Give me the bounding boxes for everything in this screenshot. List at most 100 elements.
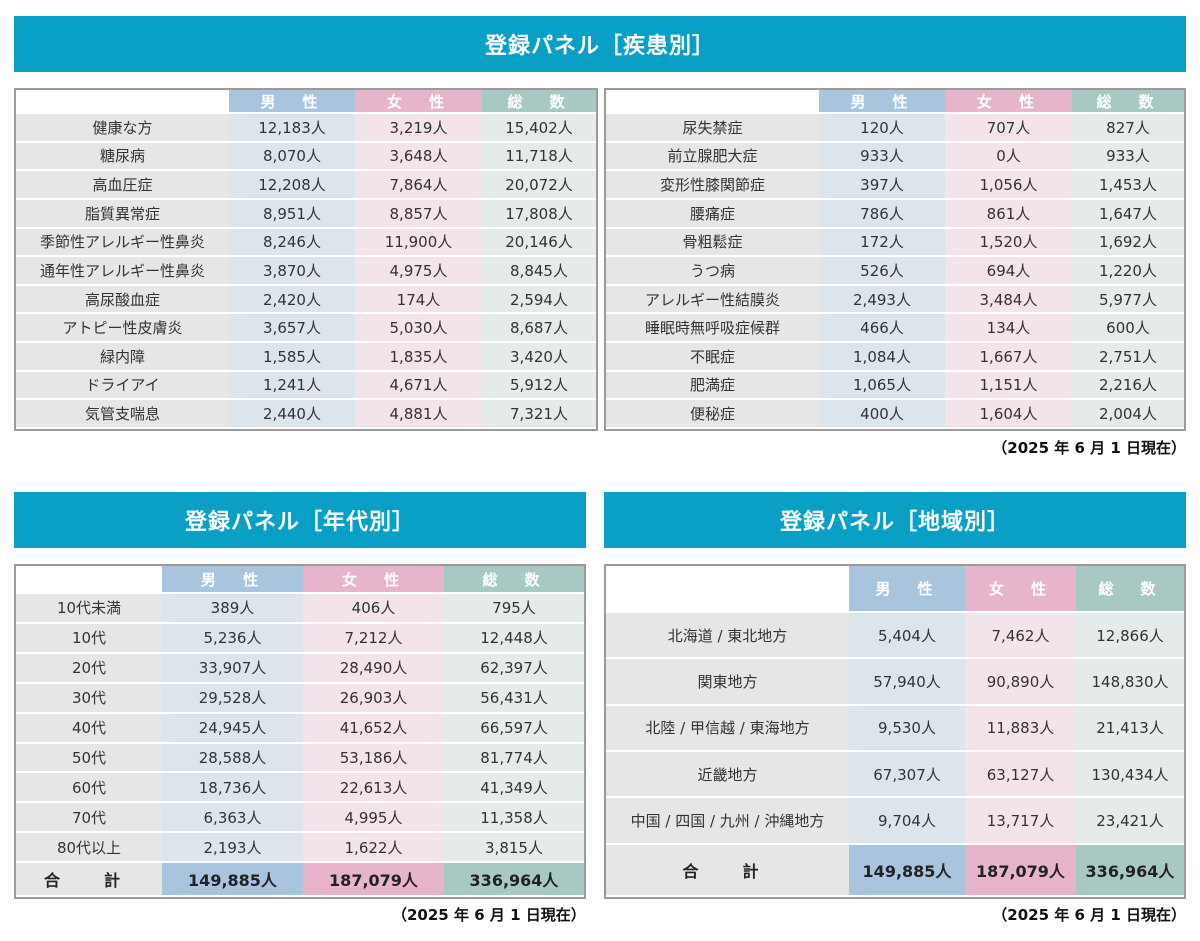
sum-male: 149,885人 — [849, 843, 965, 898]
male-count: 12,183人 — [229, 113, 355, 143]
disease-table-right: 男 性 女 性 総 数 尿失禁症 120人 707人 827人 前立腺肥大症 933人 0人… — [604, 88, 1186, 431]
header-blank — [606, 566, 849, 613]
male-count: 33,907人 — [162, 652, 303, 684]
female-count: 4,881人 — [355, 399, 482, 429]
table-row: うつ病 526人 694人 1,220人 — [606, 256, 1184, 286]
total-count: 5,977人 — [1072, 284, 1184, 315]
row-label: 不眠症 — [606, 342, 819, 372]
row-label: 睡眠時無呼吸症候群 — [606, 313, 819, 343]
row-label: 気管支喘息 — [16, 399, 229, 429]
total-count: 17,808人 — [482, 198, 596, 229]
female-count: 4,995人 — [303, 802, 444, 834]
table-row: 高血圧症 12,208人 7,864人 20,072人 — [16, 170, 596, 200]
female-count: 11,900人 — [355, 227, 482, 258]
male-count: 28,588人 — [162, 742, 303, 774]
table-row: 通年性アレルギー性鼻炎 3,870人 4,975人 8,845人 — [16, 256, 596, 286]
table-row: 骨粗鬆症 172人 1,520人 1,692人 — [606, 227, 1184, 258]
female-count: 22,613人 — [303, 772, 444, 804]
row-label: アレルギー性結膜炎 — [606, 284, 819, 315]
row-label: 近畿地方 — [606, 750, 849, 799]
total-count: 11,358人 — [444, 802, 584, 834]
row-label: 糖尿病 — [16, 141, 229, 172]
total-count: 1,220人 — [1072, 256, 1184, 286]
row-label: 70代 — [16, 802, 162, 834]
row-label: 健康な方 — [16, 113, 229, 143]
female-count: 3,219人 — [355, 113, 482, 143]
male-count: 1,065人 — [819, 370, 945, 401]
total-count: 5,912人 — [482, 370, 596, 401]
female-count: 1,151人 — [945, 370, 1072, 401]
table-row: 30代 29,528人 26,903人 56,431人 — [16, 682, 584, 714]
table-row: 北陸 / 甲信越 / 東海地方 9,530人 11,883人 21,413人 — [606, 704, 1184, 752]
male-count: 5,236人 — [162, 622, 303, 654]
female-count: 11,883人 — [965, 704, 1076, 752]
header-total: 総 数 — [482, 90, 596, 114]
total-count: 8,845人 — [482, 256, 596, 286]
total-count: 11,718人 — [482, 141, 596, 172]
male-count: 2,420人 — [229, 284, 355, 315]
row-label: 20代 — [16, 652, 162, 684]
total-count: 66,597人 — [444, 712, 584, 744]
age-date-note: （2025 年 6 月 1 日現在） — [392, 906, 586, 924]
table-row: 60代 18,736人 22,613人 41,349人 — [16, 772, 584, 804]
female-count: 1,056人 — [945, 170, 1072, 200]
header-male: 男 性 — [849, 566, 965, 613]
row-label: 前立腺肥大症 — [606, 141, 819, 172]
table-row: 脂質異常症 8,951人 8,857人 17,808人 — [16, 198, 596, 229]
total-count: 3,420人 — [482, 342, 596, 372]
table-row: 前立腺肥大症 933人 0人 933人 — [606, 141, 1184, 172]
header-male: 男 性 — [819, 90, 945, 114]
table-row: 不眠症 1,084人 1,667人 2,751人 — [606, 342, 1184, 372]
male-count: 3,657人 — [229, 313, 355, 343]
female-count: 861人 — [945, 198, 1072, 229]
total-count: 8,687人 — [482, 313, 596, 343]
male-count: 24,945人 — [162, 712, 303, 744]
female-count: 1,520人 — [945, 227, 1072, 258]
total-count: 21,413人 — [1076, 704, 1184, 752]
sum-female: 187,079人 — [965, 843, 1076, 898]
female-count: 0人 — [945, 141, 1072, 172]
male-count: 933人 — [819, 141, 945, 172]
row-label: 高尿酸血症 — [16, 284, 229, 315]
total-count: 7,321人 — [482, 399, 596, 429]
male-count: 400人 — [819, 399, 945, 429]
sum-total: 336,964人 — [444, 862, 584, 897]
header-blank — [16, 566, 162, 594]
female-count: 3,484人 — [945, 284, 1072, 315]
table-row: 緑内障 1,585人 1,835人 3,420人 — [16, 342, 596, 372]
row-label: 北海道 / 東北地方 — [606, 612, 849, 660]
header-female: 女 性 — [303, 566, 444, 594]
total-count: 2,004人 — [1072, 399, 1184, 429]
header-blank — [16, 90, 229, 114]
row-label: 60代 — [16, 772, 162, 804]
age-table: 男 性 女 性 総 数 10代未満 389人 406人 795人 10代 5,236人 7,… — [14, 564, 586, 899]
male-count: 2,193人 — [162, 832, 303, 864]
row-label: 腰痛症 — [606, 198, 819, 229]
region-date-note: （2025 年 6 月 1 日現在） — [992, 906, 1186, 924]
row-label: 40代 — [16, 712, 162, 744]
row-label: 緑内障 — [16, 342, 229, 372]
row-label: アトピー性皮膚炎 — [16, 313, 229, 343]
table-row: 便秘症 400人 1,604人 2,004人 — [606, 399, 1184, 429]
header-female: 女 性 — [965, 566, 1076, 613]
header-total: 総 数 — [1072, 90, 1184, 114]
male-count: 397人 — [819, 170, 945, 200]
female-count: 1,667人 — [945, 342, 1072, 372]
row-label: 骨粗鬆症 — [606, 227, 819, 258]
disease-table-left: 男 性 女 性 総 数 健康な方 12,183人 3,219人 15,402人 糖尿病 8… — [14, 88, 598, 431]
total-count: 23,421人 — [1076, 797, 1184, 845]
male-count: 120人 — [819, 113, 945, 143]
total-count: 148,830人 — [1076, 658, 1184, 706]
female-count: 8,857人 — [355, 198, 482, 229]
disease-left-body: 健康な方 12,183人 3,219人 15,402人 糖尿病 8,070人 3,648人 1… — [16, 113, 596, 429]
row-label: 脂質異常症 — [16, 198, 229, 229]
male-count: 9,704人 — [849, 797, 965, 845]
female-count: 1,835人 — [355, 342, 482, 372]
table-row: 中国 / 四国 / 九州 / 沖縄地方 9,704人 13,717人 23,421人 — [606, 797, 1184, 845]
table-row: 10代未満 389人 406人 795人 — [16, 593, 584, 624]
row-label: 50代 — [16, 742, 162, 774]
table-row: 80代以上 2,193人 1,622人 3,815人 — [16, 832, 584, 864]
table-row: アレルギー性結膜炎 2,493人 3,484人 5,977人 — [606, 284, 1184, 315]
total-count: 1,453人 — [1072, 170, 1184, 200]
female-count: 5,030人 — [355, 313, 482, 343]
